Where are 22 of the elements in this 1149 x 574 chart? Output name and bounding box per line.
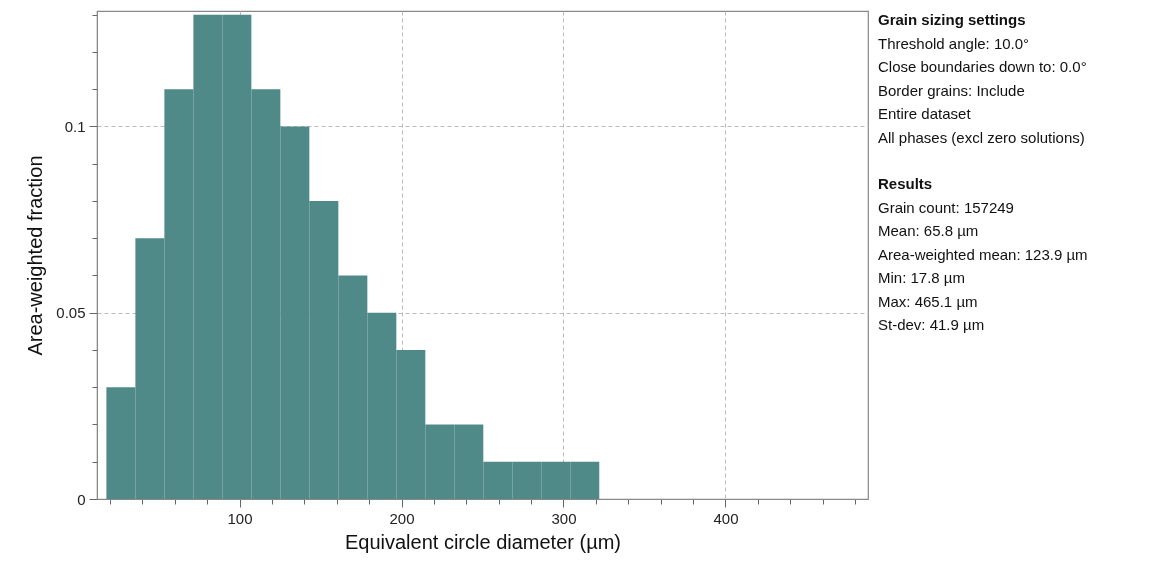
y-tick-label: 0.05 <box>56 304 86 322</box>
text: Grain count: 157249 <box>878 197 1015 218</box>
text: Min: 17.8 µm <box>878 268 966 288</box>
x-tick-label: 100 <box>227 509 253 527</box>
y-tick-label: 0 <box>77 490 86 508</box>
text: Close boundaries down to: 0.0° <box>878 57 1088 77</box>
x-tick-label: 300 <box>551 509 577 527</box>
text: Max: 465.1 µm <box>878 291 979 312</box>
text: St-dev: 41.9 µm <box>878 315 986 335</box>
y-tick-label: 0.1 <box>64 117 86 135</box>
text: Grain sizing settings <box>878 10 1027 30</box>
text: Area-weighted mean: 123.9 µm <box>878 244 1088 265</box>
text: All phases (excl zero solutions) <box>878 127 1086 148</box>
x-axis-title: Equivalent circle diameter (µm) <box>344 530 622 553</box>
text: Mean: 65.8 µm <box>878 221 980 241</box>
x-tick-label: 200 <box>389 509 415 527</box>
y-axis-title: Area-weighted fraction <box>24 155 47 356</box>
text: Threshold angle: 10.0° <box>878 33 1031 54</box>
text: Results <box>878 174 934 194</box>
text: Border grains: Include <box>878 80 1026 101</box>
x-tick-label: 400 <box>713 509 739 527</box>
text: Entire dataset <box>878 104 972 124</box>
